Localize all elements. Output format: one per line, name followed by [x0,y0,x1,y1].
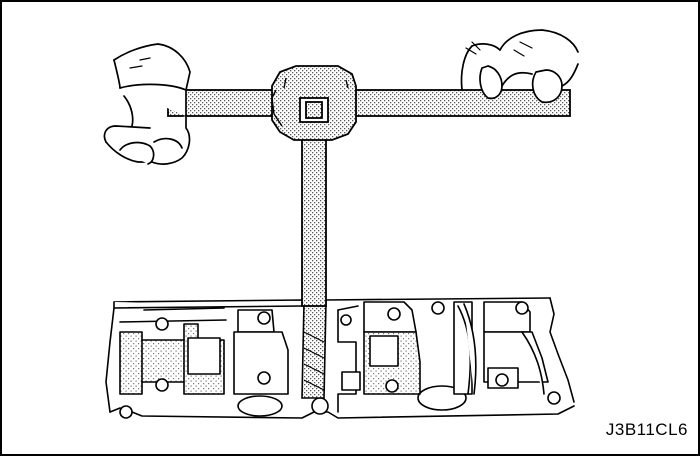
wrench-shaft [301,129,327,307]
wrench-chuck [271,65,357,141]
left-hand [103,43,191,165]
tap-bit [301,301,327,399]
wrench-handle [167,89,571,117]
figure-code: J3B11CL6 [605,420,688,439]
right-hand [460,29,579,104]
cylinder-head [105,297,575,419]
